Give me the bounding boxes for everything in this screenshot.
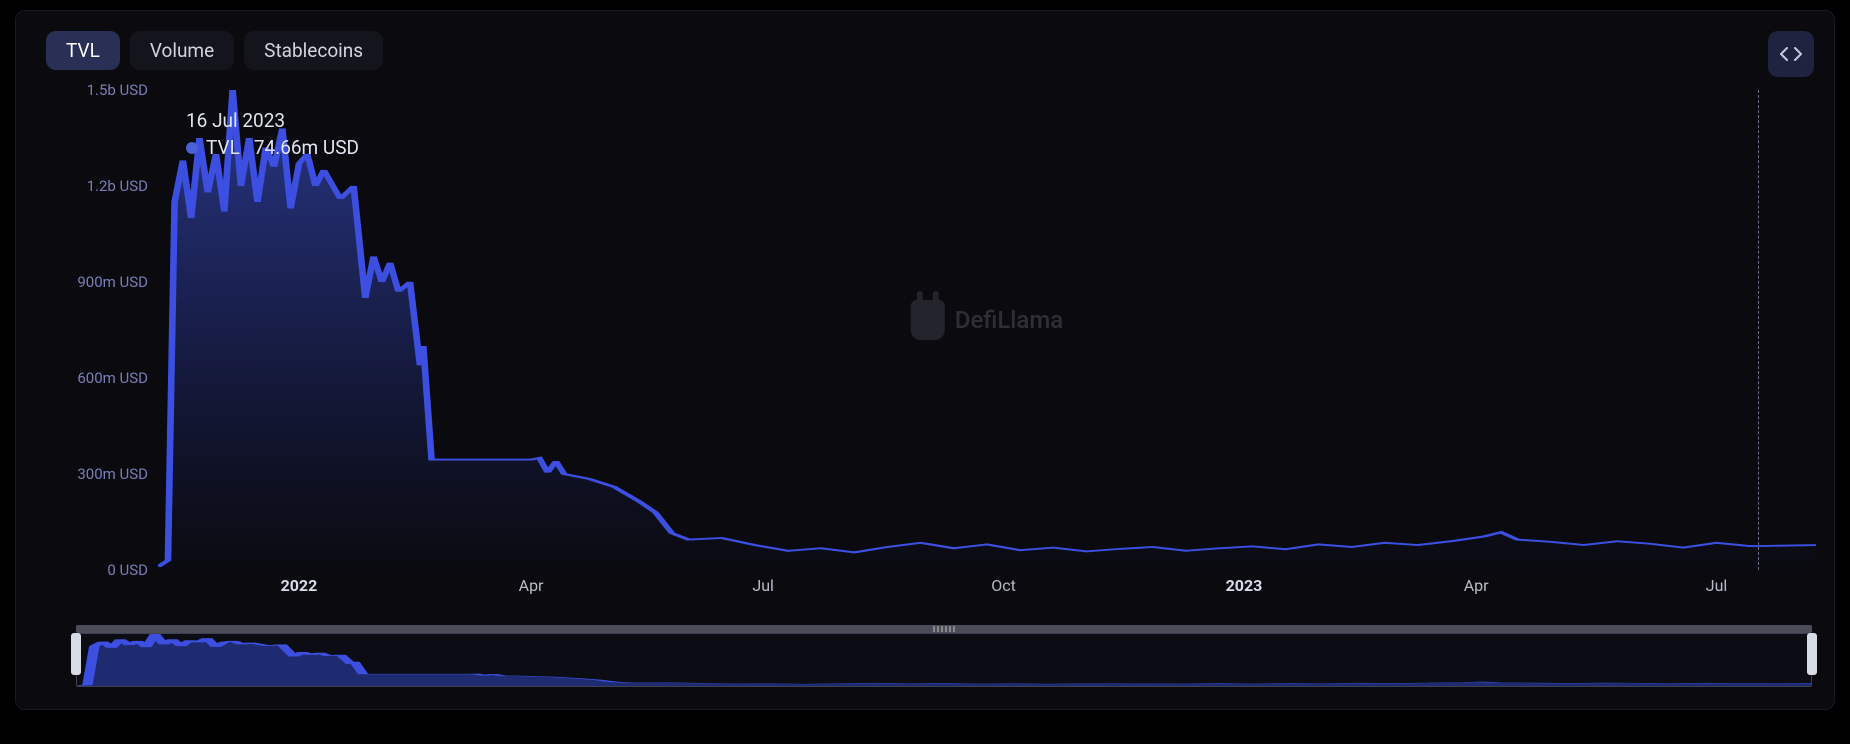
y-axis: 0 USD300m USD600m USD900m USD1.2b USD1.5… [16,90,156,570]
chart-area[interactable]: 0 USD300m USD600m USD900m USD1.2b USD1.5… [16,90,1834,570]
x-tick: Jul [1706,576,1728,595]
tab-tvl[interactable]: TVL [46,31,120,70]
chart-tabs: TVL Volume Stablecoins [16,31,1834,70]
x-tick: 2023 [1226,576,1263,595]
y-tick: 900m USD [77,273,148,291]
brush-body[interactable] [76,633,1812,687]
embed-button[interactable] [1768,31,1814,77]
tooltip-series-dot [186,142,198,154]
x-tick: Apr [1464,576,1489,595]
tooltip-date: 16 Jul 2023 [186,109,359,132]
brush-svg [77,634,1811,686]
tab-stablecoins[interactable]: Stablecoins [244,31,383,70]
range-brush[interactable] [76,625,1812,687]
x-tick: Apr [519,576,544,595]
plot-region[interactable]: DefiLlama [158,90,1816,570]
y-tick: 1.5b USD [87,81,148,99]
brush-handle-right[interactable] [1807,633,1817,675]
x-axis: 2022 Apr Jul Oct 2023 Apr Jul [158,576,1816,600]
x-tick: Oct [991,576,1016,595]
y-tick: 300m USD [77,465,148,483]
brush-handle-left[interactable] [71,633,81,675]
y-tick: 600m USD [77,369,148,387]
y-tick: 0 USD [107,561,148,579]
tooltip-series-label: TVL [206,136,240,159]
tab-volume[interactable]: Volume [130,31,234,70]
chart-tooltip: 16 Jul 2023 TVL 74.66m USD [186,109,359,159]
chart-panel: TVL Volume Stablecoins 16 Jul 2023 TVL 7… [15,10,1835,710]
x-tick: Jul [752,576,774,595]
brush-scrollbar[interactable] [76,625,1812,633]
chart-svg [158,90,1816,570]
tooltip-value: 74.66m USD [254,136,359,159]
code-icon [1780,45,1802,63]
x-tick: 2022 [281,576,318,595]
y-tick: 1.2b USD [87,177,148,195]
